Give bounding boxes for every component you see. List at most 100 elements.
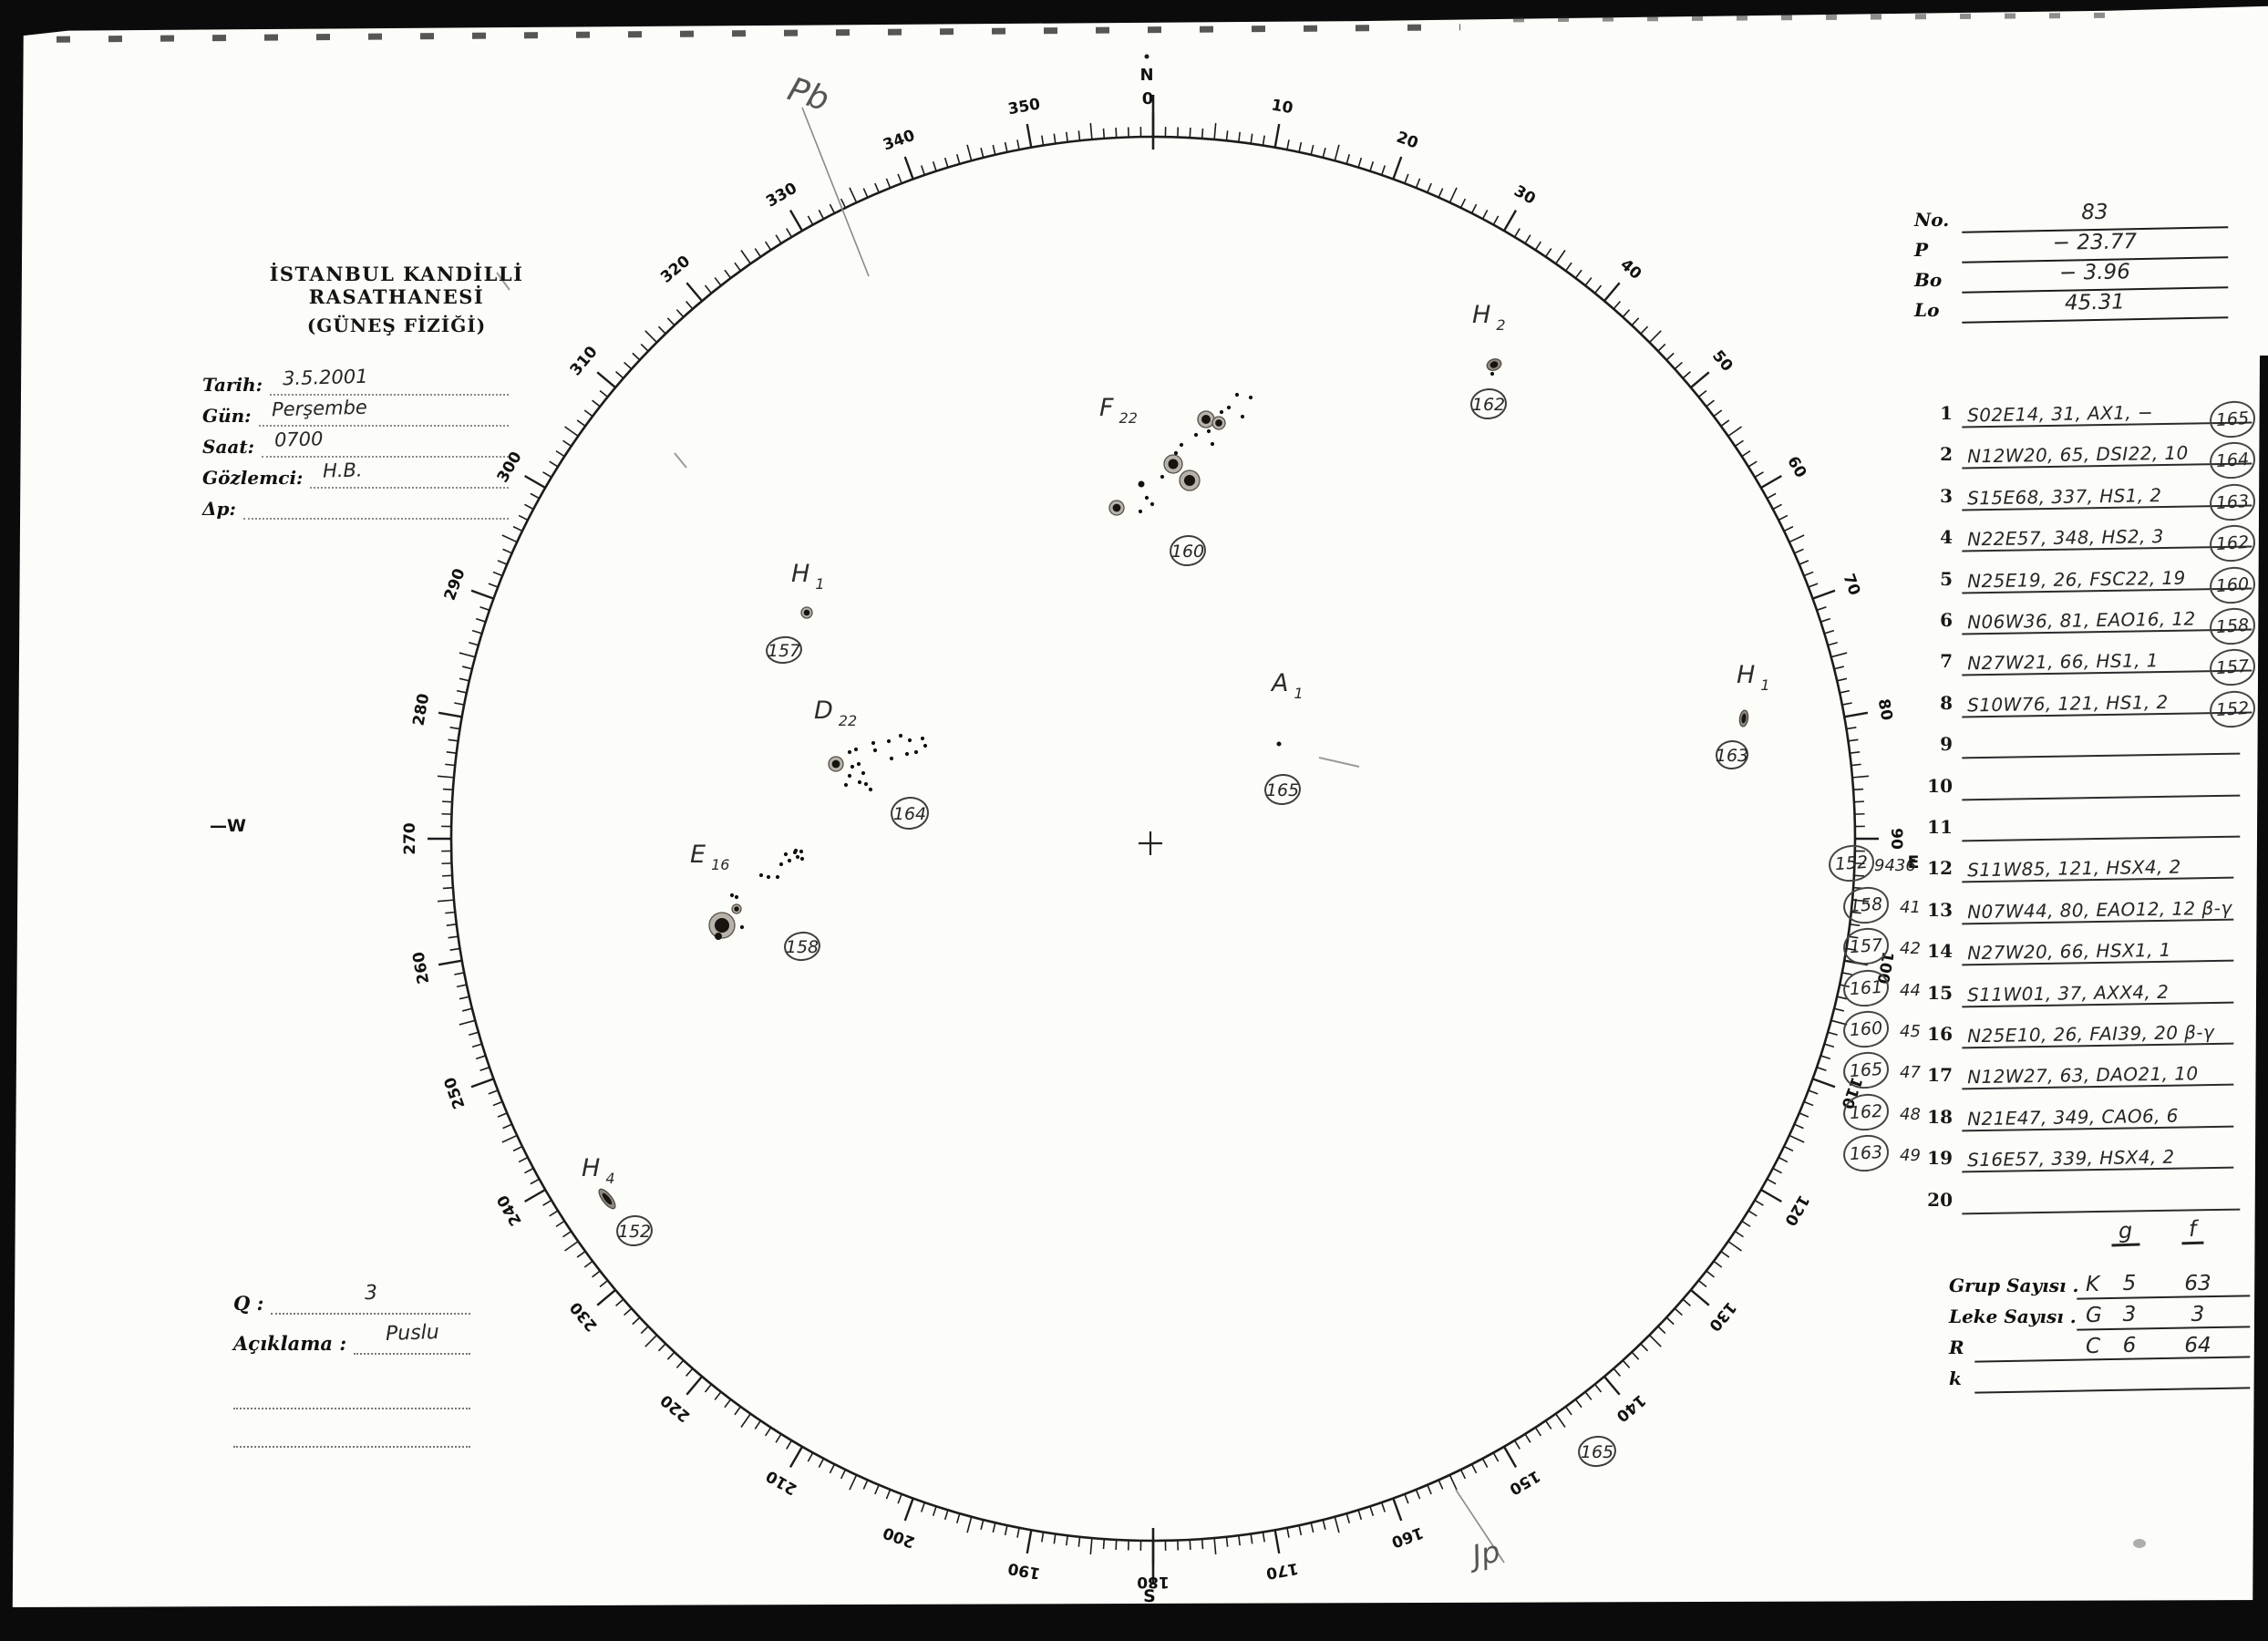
row-number: 7 xyxy=(1940,650,1953,673)
sunspot-group-H2: H 2 162 xyxy=(1470,301,1507,420)
row-number: 9 xyxy=(1940,733,1953,756)
degree-label: 10 xyxy=(1270,96,1294,118)
group-list-row-5: 5 N25E19, 26, FSC22, 19 160 xyxy=(1823,550,2266,605)
group-entry: S11W01, 37, AXX4, 2 xyxy=(1966,980,2170,1006)
field-value: 3.5.2001 xyxy=(282,365,368,390)
field-line: 0700 xyxy=(261,428,509,458)
summary-g-value: 3 xyxy=(2122,1303,2137,1326)
degree-label: 60 xyxy=(1783,453,1809,481)
sunspot-dot xyxy=(1248,395,1253,400)
sunspot-dot xyxy=(913,749,919,755)
entry-line: N25E19, 26, FSC22, 19 xyxy=(1961,550,2253,594)
entry-line xyxy=(1961,757,2241,800)
scan-artifact-bottom xyxy=(0,1600,2268,1641)
field-row-4: Δp: xyxy=(202,489,509,520)
group-number-circle xyxy=(1578,1435,1616,1468)
quality-label: Q : xyxy=(233,1292,264,1315)
row-number: 15 xyxy=(1927,981,1953,1004)
summary-f-value: 63 xyxy=(2184,1272,2211,1295)
sunspot-umbra xyxy=(734,906,739,912)
return-number-circle: 158 xyxy=(1841,885,1891,925)
group-list-row-9: 9 xyxy=(1823,715,2266,759)
summary-g-value: 6 xyxy=(2122,1334,2137,1357)
row-number: 13 xyxy=(1927,898,1953,921)
group-label: F 22 xyxy=(1099,394,1138,427)
field-row-1: Gün: Perşembe xyxy=(202,396,509,427)
sunspot-group-D22: D 22 164 xyxy=(814,697,929,831)
sunspot-umbra xyxy=(715,918,729,933)
degree-label: 310 xyxy=(567,343,602,379)
sunspot-dot xyxy=(778,862,784,867)
return-number-circle: 165 xyxy=(1841,1050,1891,1091)
aciklama-label: Açıklama : xyxy=(233,1332,347,1355)
degree-label: 320 xyxy=(657,253,694,287)
sunspot-umbra xyxy=(1276,741,1282,747)
row-number: 4 xyxy=(1940,526,1953,549)
sunspot-dot xyxy=(886,738,892,744)
summary-row-Grup Sayısı .: Grup Sayısı . K 5 63 xyxy=(1949,1265,2268,1300)
sunspot-umbra xyxy=(1490,361,1499,368)
ephemeris-value: 83 xyxy=(2081,200,2108,225)
quality-value: 3 xyxy=(364,1281,378,1306)
group-list-row-13: 158 41 13 N07W44, 80, EAO12, 12 β-γ xyxy=(1823,881,2266,925)
group-list-row-8: 8 S10W76, 121, HS1, 2 152 xyxy=(1823,674,2266,729)
ephemeris-line: 83 xyxy=(1961,198,2229,233)
group-number: 160 xyxy=(1171,542,1204,562)
group-list-row-20: 20 xyxy=(1823,1171,2266,1214)
sunspot-dot xyxy=(856,761,861,767)
group-list-row-3: 3 S15E68, 337, HS1, 2 163 xyxy=(1823,467,2266,522)
return-number-circle: 163 xyxy=(1841,1133,1891,1173)
north-letter: N xyxy=(1139,66,1153,85)
group-label: D 22 xyxy=(814,697,857,729)
sunspot-dot xyxy=(847,773,852,779)
sunspot-group-F22: F 22 160 xyxy=(1099,392,1253,567)
field-value: 0700 xyxy=(273,428,324,451)
noaa-number: 49 xyxy=(1900,1146,1921,1166)
north-zero-label: 0 xyxy=(1142,89,1154,108)
degree-label: 350 xyxy=(1006,95,1042,119)
pencil-marks: Pb Jp xyxy=(496,71,1505,1574)
group-number: 157 xyxy=(768,641,800,661)
row-number: 10 xyxy=(1927,774,1953,797)
summary-row-R: R C 6 64 xyxy=(1949,1326,2268,1363)
group-number: 165 xyxy=(1581,1442,1613,1462)
ephemeris-value: − 3.96 xyxy=(2058,260,2131,285)
degree-label: 230 xyxy=(567,1298,602,1335)
degree-label: 250 xyxy=(441,1074,469,1110)
row-number: 16 xyxy=(1927,1023,1953,1045)
sunspot-dot xyxy=(795,854,800,860)
pole-mark-bottom: Jp xyxy=(1464,1533,1503,1574)
sunspot-dot xyxy=(799,849,804,854)
entry-line: N27W20, 66, HSX1, 1 xyxy=(1961,922,2234,966)
sunspot-dot xyxy=(853,747,859,752)
department-name: (GÜNEŞ FİZİĞİ) xyxy=(306,315,487,336)
sunspot-dot xyxy=(729,893,735,898)
sunspot-dot xyxy=(1138,509,1143,514)
group-list-row-1: 1 S02E14, 31, AX1, −165 xyxy=(1823,384,2266,439)
disk-center-cross xyxy=(1139,831,1162,855)
ephemeris-row-P: P − 23.77 xyxy=(1914,228,2229,263)
group-list-row-2: 2 N12W20, 65, DSI22, 10 164 xyxy=(1823,425,2266,481)
sunspot-dot xyxy=(907,738,912,743)
noaa-number: 41 xyxy=(1900,897,1921,917)
field-value: H.B. xyxy=(323,459,364,482)
group-number: 162 xyxy=(1472,395,1505,415)
group-measurements-list: 1 S02E14, 31, AX1, −165 2 N12W20, 65, DSI… xyxy=(1823,384,2266,1234)
return-number-circle: 152 xyxy=(1827,843,1876,884)
group-label: E 16 xyxy=(690,841,729,873)
field-label: Saat: xyxy=(202,436,254,458)
sunspot-dot xyxy=(775,874,780,880)
group-entry: S02E14, 31, AX1, − xyxy=(1966,401,2154,427)
group-list-row-19: 163 49 19 S16E57, 339, HSX4, 2 xyxy=(1823,1129,2266,1173)
ephemeris-line: − 23.77 xyxy=(1961,228,2229,263)
group-number-circle xyxy=(784,931,820,962)
summary-letter: C xyxy=(2086,1335,2101,1358)
observatory-header: İSTANBUL KANDİLLİ RASATHANESİ (GÜNEŞ FİZ… xyxy=(193,263,600,336)
field-label: Δp: xyxy=(202,498,236,520)
ephemeris-value: 45.31 xyxy=(2064,290,2126,315)
degree-label: 120 xyxy=(1780,1192,1812,1229)
row-number: 12 xyxy=(1927,857,1953,880)
